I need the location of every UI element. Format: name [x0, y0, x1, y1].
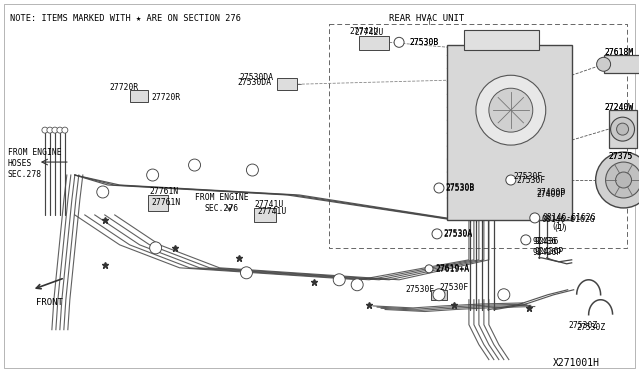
Bar [255, 208, 276, 222]
Circle shape [530, 213, 540, 223]
Text: 27530A: 27530A [443, 230, 472, 239]
Circle shape [476, 75, 546, 145]
Text: 27530DA: 27530DA [239, 73, 273, 82]
Text: SEC.278: SEC.278 [8, 170, 42, 179]
Text: 27618M: 27618M [605, 48, 634, 57]
Circle shape [596, 152, 640, 208]
Text: 27240W: 27240W [605, 103, 634, 112]
Circle shape [241, 267, 252, 279]
Text: 27742U: 27742U [349, 28, 378, 36]
Bar [464, 31, 539, 50]
Circle shape [521, 235, 531, 245]
Text: X271001H: X271001H [553, 357, 600, 368]
Text: 08146-6162G: 08146-6162G [541, 215, 595, 224]
Text: 27375: 27375 [609, 152, 633, 161]
Text: 27400P: 27400P [537, 188, 566, 197]
Text: 27741U: 27741U [257, 207, 287, 216]
Bar [604, 55, 640, 73]
Text: HOSES: HOSES [8, 159, 33, 168]
Text: (1): (1) [554, 224, 568, 233]
Text: 27400P: 27400P [537, 190, 566, 199]
Text: 27530A: 27530A [443, 229, 472, 238]
Circle shape [498, 289, 510, 301]
Bar [431, 290, 447, 300]
Text: 27618M: 27618M [605, 48, 634, 57]
Text: 27240W: 27240W [605, 103, 634, 112]
Text: 27530F: 27530F [405, 285, 435, 294]
Text: 27761N: 27761N [150, 187, 179, 196]
Text: 27530F: 27530F [517, 176, 546, 185]
Text: REAR HVAC UNIT: REAR HVAC UNIT [389, 15, 465, 23]
Text: 92426P: 92426P [535, 247, 564, 256]
Circle shape [97, 186, 109, 198]
Circle shape [246, 164, 259, 176]
Text: FRONT: FRONT [36, 298, 63, 307]
Text: 27761N: 27761N [152, 198, 181, 207]
Circle shape [434, 183, 444, 193]
Text: 92436: 92436 [532, 237, 557, 246]
Circle shape [47, 127, 53, 133]
Circle shape [351, 279, 363, 291]
Text: 92436: 92436 [535, 237, 559, 246]
Text: 27619+A: 27619+A [435, 265, 469, 274]
Circle shape [52, 127, 58, 133]
Bar [277, 78, 298, 90]
Circle shape [42, 127, 48, 133]
Circle shape [394, 37, 404, 47]
Circle shape [489, 88, 532, 132]
Text: 27741U: 27741U [255, 200, 284, 209]
Text: 27530B: 27530B [409, 38, 438, 47]
Text: 27530DA: 27530DA [237, 78, 271, 87]
Text: 27530Z: 27530Z [569, 321, 598, 330]
Circle shape [150, 242, 162, 254]
Text: 27742U: 27742U [354, 28, 383, 37]
Text: 92426P: 92426P [532, 248, 562, 257]
Text: FROM ENGINE: FROM ENGINE [8, 148, 61, 157]
Bar [609, 110, 637, 148]
Bar [130, 90, 148, 102]
Text: (1): (1) [552, 222, 566, 231]
Text: SEC.276: SEC.276 [205, 204, 239, 213]
Circle shape [433, 289, 445, 301]
Circle shape [425, 265, 433, 273]
Text: 27375: 27375 [609, 152, 633, 161]
Text: 27530B: 27530B [445, 183, 474, 192]
Text: NOTE: ITEMS MARKED WITH ★ ARE ON SECTION 276: NOTE: ITEMS MARKED WITH ★ ARE ON SECTION… [10, 15, 241, 23]
Circle shape [616, 123, 628, 135]
Circle shape [189, 159, 200, 171]
Circle shape [611, 117, 634, 141]
Bar [148, 195, 168, 211]
Text: 27530B: 27530B [409, 38, 438, 47]
Circle shape [616, 172, 632, 188]
Bar [447, 45, 572, 220]
Circle shape [605, 162, 640, 198]
Text: 27720R: 27720R [109, 83, 139, 92]
Bar [359, 36, 389, 50]
Circle shape [57, 127, 63, 133]
Text: 27530B: 27530B [445, 184, 474, 193]
Circle shape [506, 175, 516, 185]
Circle shape [333, 274, 345, 286]
Circle shape [147, 169, 159, 181]
Circle shape [596, 57, 611, 71]
Text: 08146-6162G: 08146-6162G [543, 213, 596, 222]
Text: 27530F: 27530F [439, 283, 468, 292]
Circle shape [62, 127, 68, 133]
Text: 27619+A: 27619+A [435, 264, 469, 273]
Text: 27530Z: 27530Z [577, 323, 606, 332]
Circle shape [432, 229, 442, 239]
Text: FROM ENGINE: FROM ENGINE [195, 193, 248, 202]
Text: 27720R: 27720R [152, 93, 181, 102]
Text: 27530F: 27530F [514, 172, 543, 181]
